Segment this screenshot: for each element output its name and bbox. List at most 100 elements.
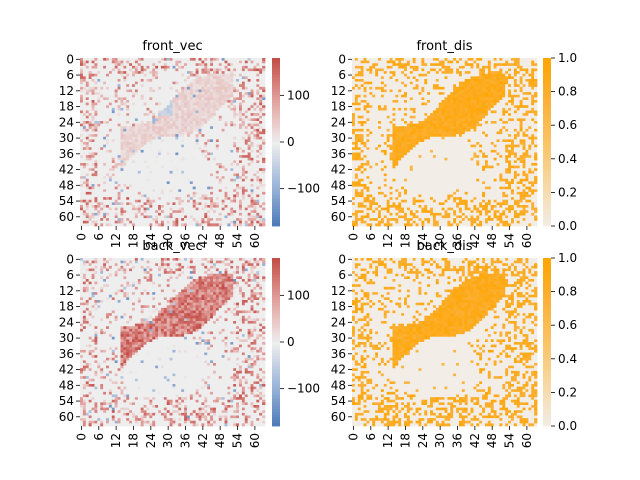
heatmap-cell (221, 176, 225, 180)
heatmap-cell (247, 210, 251, 214)
heatmap-cell (172, 113, 176, 117)
heatmap-cell (386, 63, 390, 67)
heatmap-cell (230, 212, 234, 216)
heatmap-cell (238, 110, 243, 114)
heatmap-cell (221, 163, 225, 166)
heatmap-cell (383, 81, 388, 85)
heatmap-cell (415, 86, 419, 90)
heatmap-cell (386, 71, 390, 75)
heatmap-cell (256, 194, 260, 198)
heatmap-cell (224, 147, 228, 151)
heatmap-cell (227, 134, 231, 138)
heatmap-cell (215, 102, 220, 106)
heatmap-cell (160, 84, 165, 88)
heatmap-cell (250, 73, 254, 77)
heatmap-cell (106, 97, 110, 101)
heatmap-cell (201, 84, 205, 88)
heatmap-cell (129, 102, 133, 106)
heatmap-cell (181, 115, 185, 119)
heatmap-cell (215, 142, 220, 145)
heatmap-cell (91, 128, 95, 132)
heatmap-cell (241, 218, 246, 222)
heatmap-cell (233, 212, 237, 216)
heatmap-cell (493, 58, 497, 61)
heatmap-cell (227, 199, 231, 203)
heatmap-cell (262, 86, 266, 90)
heatmap-cell (186, 194, 191, 198)
heatmap-cell (117, 100, 121, 103)
heatmap-cell (195, 184, 199, 187)
heatmap-cell (360, 76, 364, 80)
heatmap-cell (212, 223, 217, 227)
heatmap-cell (238, 86, 243, 90)
heatmap-cell (126, 149, 130, 153)
heatmap-cell (80, 60, 84, 64)
heatmap-cell (192, 189, 196, 193)
heatmap-cell (85, 107, 90, 111)
heatmap-cell (482, 71, 486, 75)
heatmap-cell (166, 76, 170, 80)
heatmap-cell (97, 63, 101, 67)
heatmap-cell (207, 58, 211, 61)
heatmap-cell (88, 81, 92, 85)
heatmap-cell (140, 152, 144, 156)
heatmap-cell (198, 107, 202, 111)
heatmap-cell (490, 76, 494, 80)
heatmap-cell (241, 191, 246, 195)
heatmap-cell (221, 220, 225, 224)
heatmap-cell (221, 147, 225, 151)
heatmap-cell (143, 71, 147, 75)
heatmap-cell (230, 142, 234, 145)
heatmap-cell (181, 110, 185, 114)
colorbar-segment (272, 69, 280, 73)
heatmap-cell (444, 63, 448, 67)
colorbar-segment (272, 119, 280, 123)
heatmap-cell (137, 115, 142, 119)
heatmap-cell (80, 223, 84, 227)
heatmap-cell (256, 136, 260, 140)
heatmap-cell (250, 128, 254, 132)
heatmap-cell (175, 63, 179, 67)
heatmap-cell (464, 76, 468, 80)
heatmap-cell (262, 105, 266, 109)
heatmap-cell (172, 186, 176, 190)
heatmap-cell (186, 110, 191, 114)
heatmap-cell (100, 210, 104, 214)
heatmap-cell (169, 76, 173, 80)
heatmap-cell (181, 79, 185, 82)
heatmap-cell (100, 136, 104, 140)
heatmap-cell (126, 178, 130, 182)
heatmap-cell (137, 58, 142, 61)
heatmap-cell (502, 65, 506, 69)
heatmap-cell (108, 184, 113, 187)
heatmap-cell (207, 126, 211, 130)
heatmap-cell (215, 173, 220, 177)
heatmap-cell (227, 173, 231, 177)
heatmap-cell (132, 205, 136, 208)
heatmap-cell (103, 191, 107, 195)
heatmap-cell (427, 58, 431, 61)
heatmap-cell (160, 92, 165, 96)
heatmap-cell (198, 71, 202, 75)
heatmap-cell (207, 105, 211, 109)
heatmap-cell (476, 63, 480, 67)
heatmap-cell (97, 202, 101, 206)
heatmap-cell (484, 58, 489, 61)
heatmap-cell (114, 205, 118, 208)
heatmap-cell (172, 202, 176, 206)
heatmap-cell (166, 92, 170, 96)
heatmap-cell (192, 58, 196, 61)
heatmap-cell (149, 212, 153, 216)
heatmap-cell (149, 160, 153, 164)
heatmap-cell (421, 81, 425, 85)
heatmap-cell (250, 100, 254, 103)
heatmap-cell (123, 128, 127, 132)
heatmap-cell (140, 136, 144, 140)
heatmap-cell (238, 152, 243, 156)
heatmap-cell (241, 144, 246, 148)
heatmap-cell (250, 76, 254, 80)
heatmap-cell (97, 110, 101, 114)
heatmap-cell (404, 76, 408, 80)
heatmap-cell (126, 176, 130, 180)
heatmap-cell (120, 170, 124, 174)
